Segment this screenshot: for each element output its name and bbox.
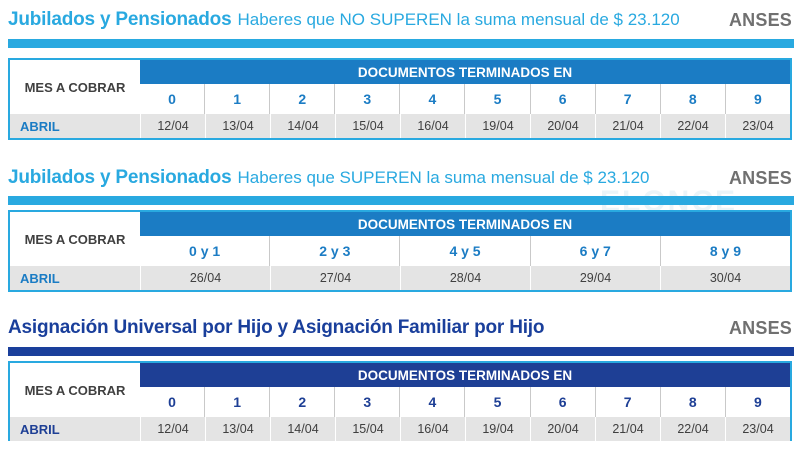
date-cell: 23/04 <box>725 417 790 441</box>
heading-bold: Jubilados y Pensionados <box>8 167 232 188</box>
digit-cell: 8 y 9 <box>659 236 791 266</box>
date-cell: 22/04 <box>660 114 725 138</box>
digit-cell: 2 <box>269 84 335 114</box>
schedule-table: MES A COBRAR DOCUMENTOS TERMINADOS EN 0 … <box>8 361 792 441</box>
digit-cell: 9 <box>724 387 790 417</box>
digit-row: 0 1 2 3 4 5 6 7 8 9 <box>140 84 790 114</box>
digit-cell: 4 y 5 <box>399 236 530 266</box>
date-cell: 12/04 <box>140 114 205 138</box>
digit-cell: 6 <box>529 387 595 417</box>
digit-cell: 8 <box>659 84 725 114</box>
month-row: ABRIL 12/04 13/04 14/04 15/04 16/04 19/0… <box>10 417 790 441</box>
digit-cell: 7 <box>594 387 660 417</box>
divider-bar <box>8 347 794 356</box>
heading-bold: Asignación Universal por Hijo y Asignaci… <box>8 317 545 338</box>
digit-cell: 5 <box>464 387 530 417</box>
digit-cell: 0 <box>140 387 205 417</box>
date-cell: 12/04 <box>140 417 205 441</box>
digit-cell: 4 <box>399 84 465 114</box>
divider-bar <box>8 39 794 48</box>
schedule-table: MES A COBRAR DOCUMENTOS TERMINADOS EN 0 … <box>8 210 792 292</box>
dates-row: 26/04 27/04 28/04 29/04 30/04 <box>140 266 790 290</box>
month-label: ABRIL <box>10 114 140 138</box>
digit-cell: 0 <box>140 84 205 114</box>
month-row: ABRIL 26/04 27/04 28/04 29/04 30/04 <box>10 266 790 290</box>
digit-cell: 8 <box>659 387 725 417</box>
date-cell: 27/04 <box>270 266 400 290</box>
date-cell: 16/04 <box>400 417 465 441</box>
dates-row: 12/04 13/04 14/04 15/04 16/04 19/04 20/0… <box>140 114 790 138</box>
month-row: ABRIL 12/04 13/04 14/04 15/04 16/04 19/0… <box>10 114 790 138</box>
digit-row: 0 1 2 3 4 5 6 7 8 9 <box>140 387 790 417</box>
date-cell: 20/04 <box>530 417 595 441</box>
mes-a-cobrar-label: MES A COBRAR <box>10 60 140 114</box>
mes-a-cobrar-label: MES A COBRAR <box>10 212 140 266</box>
digit-cell: 2 <box>269 387 335 417</box>
month-label: ABRIL <box>10 266 140 290</box>
date-cell: 20/04 <box>530 114 595 138</box>
anses-logo: ANSES <box>728 10 792 30</box>
date-cell: 13/04 <box>205 114 270 138</box>
heading-thin: Haberes que SUPEREN la suma mensual de $… <box>237 168 650 187</box>
documentos-header: DOCUMENTOS TERMINADOS EN <box>140 212 790 236</box>
digit-cell: 1 <box>204 387 270 417</box>
anses-logo: ANSES <box>728 318 792 338</box>
date-cell: 21/04 <box>595 417 660 441</box>
digit-cell: 7 <box>594 84 660 114</box>
digit-cell: 6 <box>529 84 595 114</box>
date-cell: 16/04 <box>400 114 465 138</box>
date-cell: 22/04 <box>660 417 725 441</box>
date-cell: 15/04 <box>335 417 400 441</box>
digit-cell: 2 y 3 <box>269 236 400 266</box>
digit-row: 0 y 1 2 y 3 4 y 5 6 y 7 8 y 9 <box>140 236 791 266</box>
date-cell: 28/04 <box>400 266 530 290</box>
date-cell: 23/04 <box>725 114 790 138</box>
digit-cell: 4 <box>399 387 465 417</box>
mes-a-cobrar-label: MES A COBRAR <box>10 363 140 417</box>
heading-thin: Haberes que NO SUPEREN la suma mensual d… <box>237 10 680 29</box>
digit-cell: 0 y 1 <box>140 236 270 266</box>
date-cell: 29/04 <box>530 266 660 290</box>
digit-cell: 3 <box>334 84 400 114</box>
documentos-header: DOCUMENTOS TERMINADOS EN <box>140 60 790 84</box>
section-heading: Jubilados y Pensionados Haberes que NO SU… <box>8 9 680 31</box>
dates-row: 12/04 13/04 14/04 15/04 16/04 19/04 20/0… <box>140 417 790 441</box>
digit-cell: 5 <box>464 84 530 114</box>
divider-bar <box>8 196 794 205</box>
heading-bold: Jubilados y Pensionados <box>8 9 232 30</box>
anses-logo: ANSES <box>728 168 792 188</box>
date-cell: 13/04 <box>205 417 270 441</box>
digit-cell: 1 <box>204 84 270 114</box>
date-cell: 21/04 <box>595 114 660 138</box>
date-cell: 14/04 <box>270 417 335 441</box>
digit-cell: 9 <box>724 84 790 114</box>
section-heading: Asignación Universal por Hijo y Asignaci… <box>8 317 550 339</box>
date-cell: 15/04 <box>335 114 400 138</box>
documentos-header: DOCUMENTOS TERMINADOS EN <box>140 363 790 387</box>
section-heading: Jubilados y Pensionados Haberes que SUPER… <box>8 167 649 189</box>
date-cell: 26/04 <box>140 266 270 290</box>
schedule-table: MES A COBRAR DOCUMENTOS TERMINADOS EN 0 … <box>8 58 792 140</box>
digit-cell: 3 <box>334 387 400 417</box>
date-cell: 30/04 <box>660 266 790 290</box>
date-cell: 14/04 <box>270 114 335 138</box>
date-cell: 19/04 <box>465 114 530 138</box>
month-label: ABRIL <box>10 417 140 441</box>
date-cell: 19/04 <box>465 417 530 441</box>
digit-cell: 6 y 7 <box>529 236 660 266</box>
